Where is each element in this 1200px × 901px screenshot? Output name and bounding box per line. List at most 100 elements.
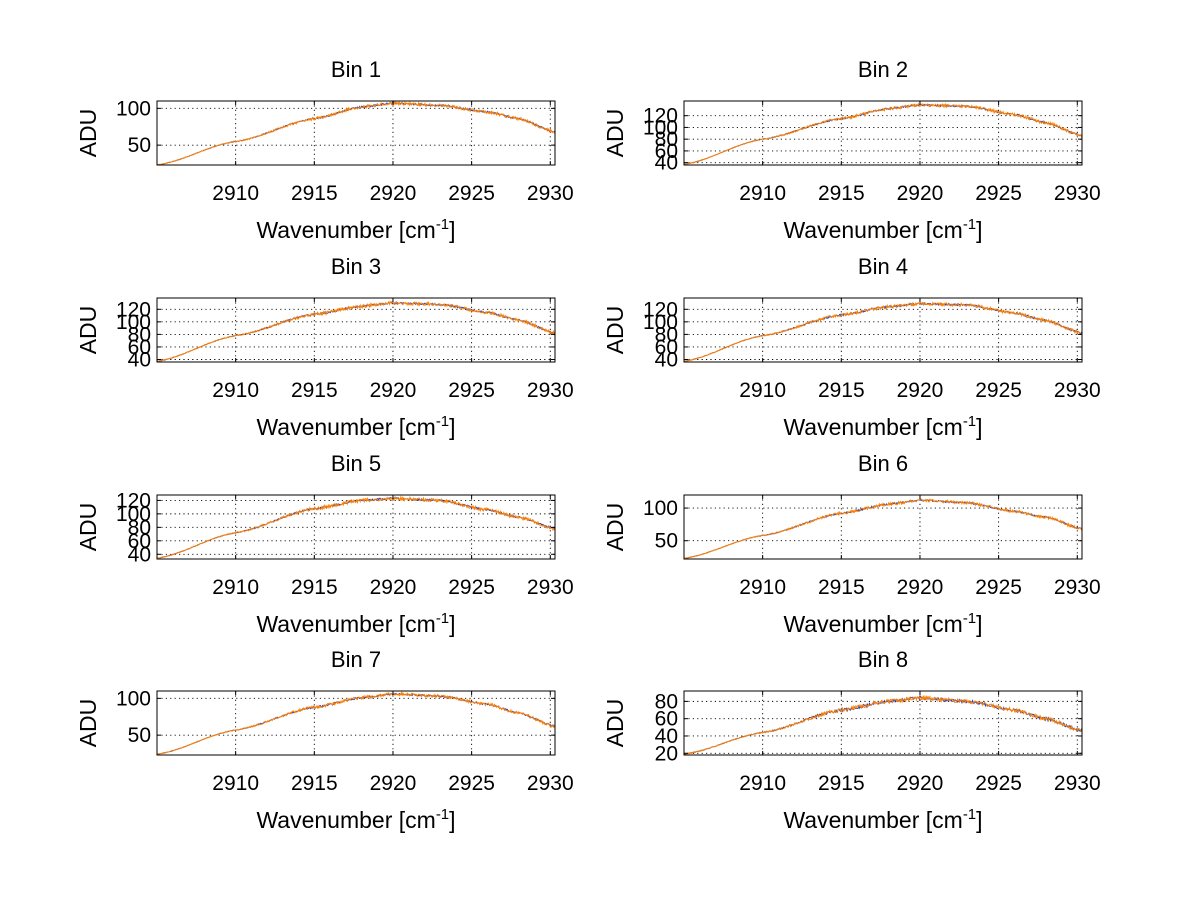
x-axis-label: Wavenumber [cm-1] [256, 216, 455, 243]
series-line-spectrum [683, 696, 1083, 755]
y-tick-label: 120 [116, 298, 151, 321]
y-tick-label: 60 [655, 140, 678, 163]
x-tick-label: 2915 [291, 182, 338, 205]
x-tick-label: 2915 [291, 379, 338, 402]
y-tick-label: 40 [128, 348, 151, 371]
subplot-title: Bin 1 [331, 57, 381, 82]
subplot-bin-7: 2910 2915 2920 2925 2930 50 100 Bin 7 Wavenumber… [75, 647, 574, 833]
y-tick-label: 120 [643, 298, 678, 321]
x-tick-label: 2915 [291, 772, 338, 795]
x-tick-label: 2910 [739, 772, 786, 795]
y-tick-label: 120 [116, 489, 151, 512]
series-line-model [156, 495, 556, 559]
x-tick-label: 2910 [739, 576, 786, 599]
series-line-spectrum [156, 101, 556, 166]
x-tick-label: 2910 [212, 576, 259, 599]
x-axis-label: Wavenumber [cm-1] [256, 413, 455, 440]
y-tick-label: 20 [655, 742, 678, 765]
x-tick-label: 2930 [1054, 182, 1101, 205]
x-tick-label: 2920 [370, 772, 417, 795]
series-line-model [683, 301, 1083, 363]
y-tick-label: 60 [655, 708, 678, 731]
axes-box [683, 494, 1083, 560]
y-tick-label: 80 [655, 128, 678, 151]
subplot-title: Bin 6 [858, 451, 908, 476]
x-tick-label: 2925 [975, 772, 1022, 795]
x-axis-label: Wavenumber [cm-1] [783, 216, 982, 243]
y-axis-label: ADU [75, 503, 101, 552]
x-axis-label: Wavenumber [cm-1] [783, 413, 982, 440]
y-tick-label: 80 [128, 323, 151, 346]
y-axis-label: ADU [75, 109, 101, 158]
axes-box [683, 690, 1083, 756]
y-tick-label: 50 [655, 530, 678, 553]
x-tick-label: 2920 [370, 576, 417, 599]
y-tick-label: 100 [116, 687, 151, 710]
x-tick-label: 2925 [448, 772, 495, 795]
subplot-title: Bin 3 [331, 254, 381, 279]
x-tick-label: 2910 [212, 379, 259, 402]
y-tick-label: 60 [128, 530, 151, 553]
x-tick-label: 2925 [448, 576, 495, 599]
y-tick-label: 80 [655, 690, 678, 713]
series-line-spectrum [156, 692, 556, 755]
x-tick-label: 2915 [818, 182, 865, 205]
x-tick-label: 2915 [291, 576, 338, 599]
series-line-spectrum [156, 301, 556, 362]
x-tick-label: 2925 [975, 576, 1022, 599]
axes-box [683, 100, 1083, 166]
x-tick-label: 2930 [527, 576, 574, 599]
subplot-bin-6: 2910 2915 2920 2925 2930 50 100 Bin 6 Wavenumber… [602, 451, 1101, 637]
x-tick-label: 2920 [370, 182, 417, 205]
y-tick-label: 60 [128, 336, 151, 359]
y-axis-label: ADU [602, 503, 628, 552]
axes-box [156, 100, 556, 166]
y-axis-label: ADU [75, 306, 101, 355]
y-tick-label: 50 [128, 134, 151, 157]
x-tick-label: 2910 [739, 182, 786, 205]
series-line-spectrum [683, 302, 1083, 362]
y-tick-label: 50 [128, 724, 151, 747]
subplot-title: Bin 8 [858, 647, 908, 672]
x-axis-label: Wavenumber [cm-1] [783, 806, 982, 833]
y-tick-label: 100 [116, 311, 151, 334]
y-axis-label: ADU [602, 109, 628, 158]
subplot-bin-1: 2910 2915 2920 2925 2930 50 100 Bin 1 Wavenumber… [75, 57, 574, 243]
y-axis-label: ADU [75, 699, 101, 748]
y-axis-label: ADU [602, 306, 628, 355]
y-axis-label: ADU [602, 699, 628, 748]
x-tick-label: 2915 [818, 576, 865, 599]
y-tick-label: 120 [643, 105, 678, 128]
x-tick-label: 2925 [448, 379, 495, 402]
x-tick-label: 2910 [212, 182, 259, 205]
series-line-model [156, 691, 556, 755]
x-tick-label: 2930 [527, 772, 574, 795]
x-tick-label: 2925 [975, 379, 1022, 402]
x-tick-label: 2915 [818, 772, 865, 795]
y-tick-label: 100 [116, 97, 151, 120]
series-line-model [683, 102, 1083, 165]
x-tick-label: 2930 [1054, 576, 1101, 599]
x-tick-label: 2915 [818, 379, 865, 402]
subplot-title: Bin 7 [331, 647, 381, 672]
y-tick-label: 60 [655, 336, 678, 359]
y-tick-label: 100 [643, 311, 678, 334]
series-line-model [156, 300, 556, 363]
y-tick-label: 40 [128, 543, 151, 566]
subplot-title: Bin 4 [858, 254, 908, 279]
axes-box [683, 297, 1083, 363]
x-tick-label: 2920 [897, 379, 944, 402]
series-line-spectrum [683, 103, 1083, 165]
x-tick-label: 2920 [370, 379, 417, 402]
y-tick-label: 40 [655, 725, 678, 748]
x-tick-label: 2910 [739, 379, 786, 402]
x-tick-label: 2925 [448, 182, 495, 205]
axes-box [156, 297, 556, 363]
x-axis-label: Wavenumber [cm-1] [783, 610, 982, 637]
y-tick-label: 100 [116, 503, 151, 526]
x-tick-label: 2920 [897, 576, 944, 599]
